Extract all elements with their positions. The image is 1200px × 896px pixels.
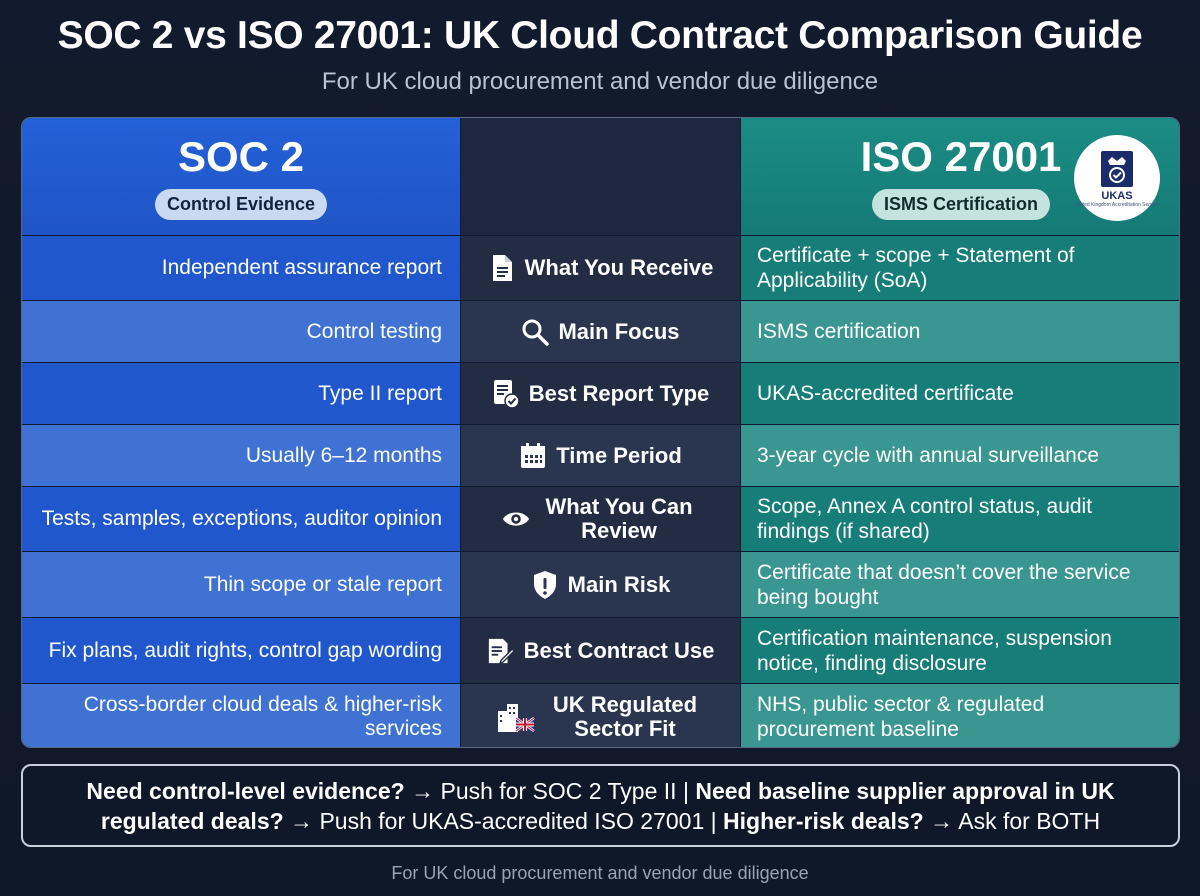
criteria-main-risk: Main Risk <box>461 552 741 618</box>
soc2-uk-regulated-sector-fit: Cross-border cloud deals & higher-risk s… <box>22 684 461 747</box>
iso-what-you-can-review: Scope, Annex A control status, audit fin… <box>741 487 1179 552</box>
page-title: SOC 2 vs ISO 27001: UK Cloud Contract Co… <box>57 14 1143 57</box>
iso-main-focus: ISMS certification <box>741 301 1179 363</box>
summary-answer-1: → Push for SOC 2 Type II | <box>404 777 696 804</box>
criteria-label: Best Report Type <box>528 380 710 406</box>
criteria-what-you-receive: What You Receive <box>461 236 741 301</box>
criteria-label: Time Period <box>556 442 682 468</box>
criteria-uk-regulated-sector-fit: UK Regulated Sector Fit <box>461 684 741 747</box>
soc2-main-focus: Control testing <box>22 301 461 363</box>
soc2-time-period: Usually 6–12 months <box>22 425 461 487</box>
report-check-icon <box>492 379 520 409</box>
iso-time-period: 3-year cycle with annual surveillance <box>741 425 1179 487</box>
criteria-label: Best Contract Use <box>523 637 715 663</box>
soc2-header: SOC 2 Control Evidence <box>22 118 461 236</box>
criteria-label: Main Focus <box>558 318 680 344</box>
criteria-time-period: Time Period <box>461 425 741 487</box>
ukas-logo-text: UKAS <box>1101 189 1133 202</box>
calendar-icon <box>519 442 547 470</box>
summary-answer-3: → Ask for BOTH <box>923 807 1101 834</box>
soc2-title: SOC 2 <box>177 133 305 180</box>
summary-question-3: Higher-risk deals? <box>723 807 924 834</box>
crown-shield-icon <box>1101 150 1133 187</box>
soc2-best-contract-use: Fix plans, audit rights, control gap wor… <box>22 618 461 684</box>
iso-best-contract-use: Certification maintenance, suspension no… <box>741 618 1179 684</box>
criteria-best-contract-use: Best Contract Use <box>461 618 741 684</box>
criteria-label: What You Can Review <box>545 494 693 543</box>
criteria-label: What You Receive <box>524 255 714 280</box>
footer-note: For UK cloud procurement and vendor due … <box>391 863 809 883</box>
soc2-what-you-can-review: Tests, samples, exceptions, auditor opin… <box>22 487 461 552</box>
eye-icon <box>502 505 530 533</box>
summary-answer-2: → Push for UKAS-accredited ISO 27001 | <box>283 807 724 834</box>
iso-uk-regulated-sector-fit: NHS, public sector & regulated procureme… <box>741 684 1179 747</box>
contract-edit-icon <box>487 637 515 665</box>
summary-callout: Need control-level evidence? → Push for … <box>21 764 1180 847</box>
criteria-header <box>461 118 741 236</box>
criteria-main-focus: Main Focus <box>461 301 741 363</box>
document-icon <box>488 254 516 282</box>
criteria-label: UK Regulated Sector Fit <box>552 691 698 741</box>
soc2-best-report-type: Type II report <box>22 363 461 425</box>
criteria-what-you-can-review: What You Can Review <box>461 487 741 552</box>
iso-main-risk: Certificate that doesn’t cover the servi… <box>741 552 1179 618</box>
iso-what-you-receive: Certificate + scope + Statement of Appli… <box>741 236 1179 301</box>
iso27001-badge: ISMS Certification <box>871 189 1051 220</box>
soc2-main-risk: Thin scope or stale report <box>22 552 461 618</box>
summary-question-2: Need baseline supplier approval in UK re… <box>100 777 1115 834</box>
soc2-what-you-receive: Independent assurance report <box>22 236 461 301</box>
criteria-best-report-type: Best Report Type <box>461 363 741 425</box>
comparison-table: SOC 2 Control Evidence ISO 27001 ISMS Ce… <box>21 117 1180 748</box>
uk-building-icon <box>496 703 536 732</box>
ukas-logo: UKAS United Kingdom Accreditation Servic… <box>1074 135 1160 221</box>
summary-question-1: Need control-level evidence? <box>86 777 405 804</box>
criteria-label: Main Risk <box>567 571 671 597</box>
iso27001-header: ISO 27001 ISMS Certification UKAS United… <box>741 118 1179 236</box>
search-icon <box>521 318 550 346</box>
shield-alert-icon <box>531 570 559 599</box>
soc2-badge: Control Evidence <box>154 189 328 220</box>
iso27001-title: ISO 27001 <box>860 133 1062 180</box>
iso-best-report-type: UKAS-accredited certificate <box>741 363 1179 425</box>
ukas-logo-subtext: United Kingdom Accreditation Service <box>1075 201 1159 208</box>
page-subtitle: For UK cloud procurement and vendor due … <box>321 68 879 95</box>
